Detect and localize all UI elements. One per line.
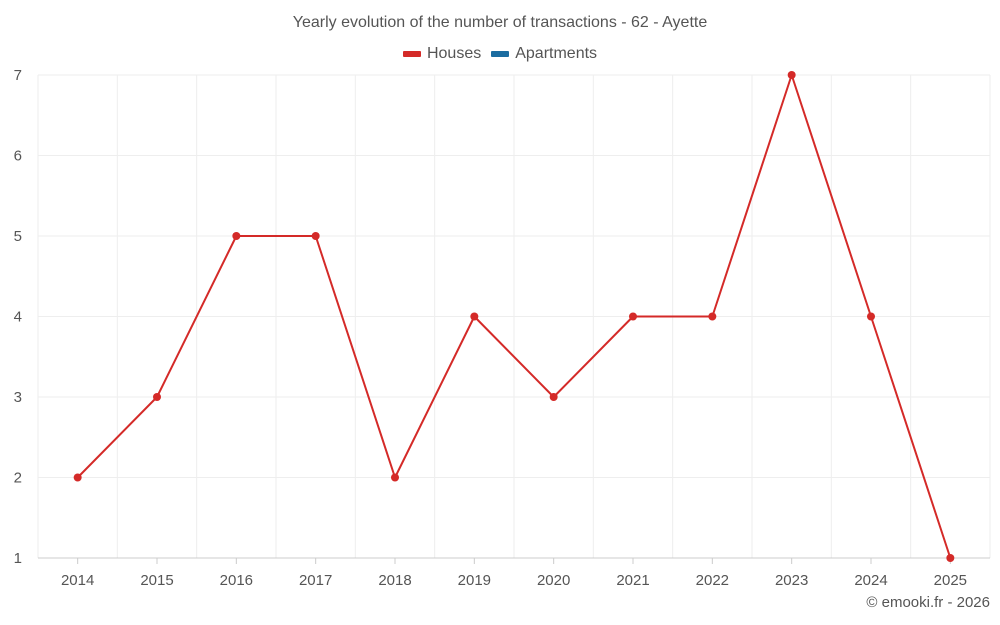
data-point-houses[interactable] bbox=[470, 312, 479, 321]
data-point-houses[interactable] bbox=[708, 312, 717, 321]
y-tick-label: 1 bbox=[14, 550, 22, 567]
x-tick-label: 2025 bbox=[934, 572, 967, 589]
data-point-houses[interactable] bbox=[311, 232, 320, 240]
y-tick-label: 6 bbox=[14, 148, 22, 165]
x-tick-label: 2024 bbox=[854, 572, 887, 589]
data-point-houses[interactable] bbox=[153, 393, 161, 401]
x-tick-label: 2015 bbox=[140, 572, 173, 589]
data-point-houses[interactable] bbox=[549, 393, 558, 401]
y-tick-label: 2 bbox=[14, 470, 22, 487]
legend-label-houses: Houses bbox=[426, 45, 482, 62]
legend-swatch-apartments bbox=[491, 51, 510, 57]
x-tick-label: 2020 bbox=[537, 572, 570, 589]
x-tick-label: 2022 bbox=[696, 572, 729, 589]
legend-swatch-houses bbox=[402, 51, 421, 57]
data-point-houses[interactable] bbox=[232, 232, 241, 240]
y-tick-label: 7 bbox=[14, 67, 22, 84]
x-tick-label: 2017 bbox=[299, 572, 332, 589]
x-tick-label: 2023 bbox=[775, 572, 808, 589]
data-point-houses[interactable] bbox=[629, 312, 637, 321]
data-point-houses[interactable] bbox=[946, 554, 955, 562]
y-tick-label: 3 bbox=[14, 389, 22, 406]
data-point-houses[interactable] bbox=[73, 473, 82, 482]
y-tick-label: 5 bbox=[14, 228, 22, 245]
data-point-houses[interactable] bbox=[867, 312, 875, 321]
x-tick-label: 2019 bbox=[458, 572, 491, 589]
legend-item-apartments[interactable]: Apartments bbox=[491, 45, 597, 63]
x-tick-label: 2018 bbox=[378, 572, 411, 589]
legend-label-apartments: Apartments bbox=[515, 45, 598, 62]
data-point-houses[interactable] bbox=[391, 473, 399, 482]
y-tick-label: 4 bbox=[14, 309, 22, 326]
x-tick-label: 2014 bbox=[61, 572, 94, 589]
x-tick-label: 2021 bbox=[616, 572, 649, 589]
legend: Houses Apartments bbox=[0, 45, 1000, 63]
footer-credit: © emooki.fr - 2026 bbox=[866, 594, 990, 611]
series-line-houses bbox=[76, 74, 952, 559]
legend-item-houses[interactable]: Houses bbox=[402, 45, 482, 63]
x-tick-label: 2016 bbox=[220, 572, 253, 589]
data-point-houses[interactable] bbox=[787, 71, 796, 79]
chart-title: Yearly evolution of the number of transa… bbox=[292, 14, 708, 31]
